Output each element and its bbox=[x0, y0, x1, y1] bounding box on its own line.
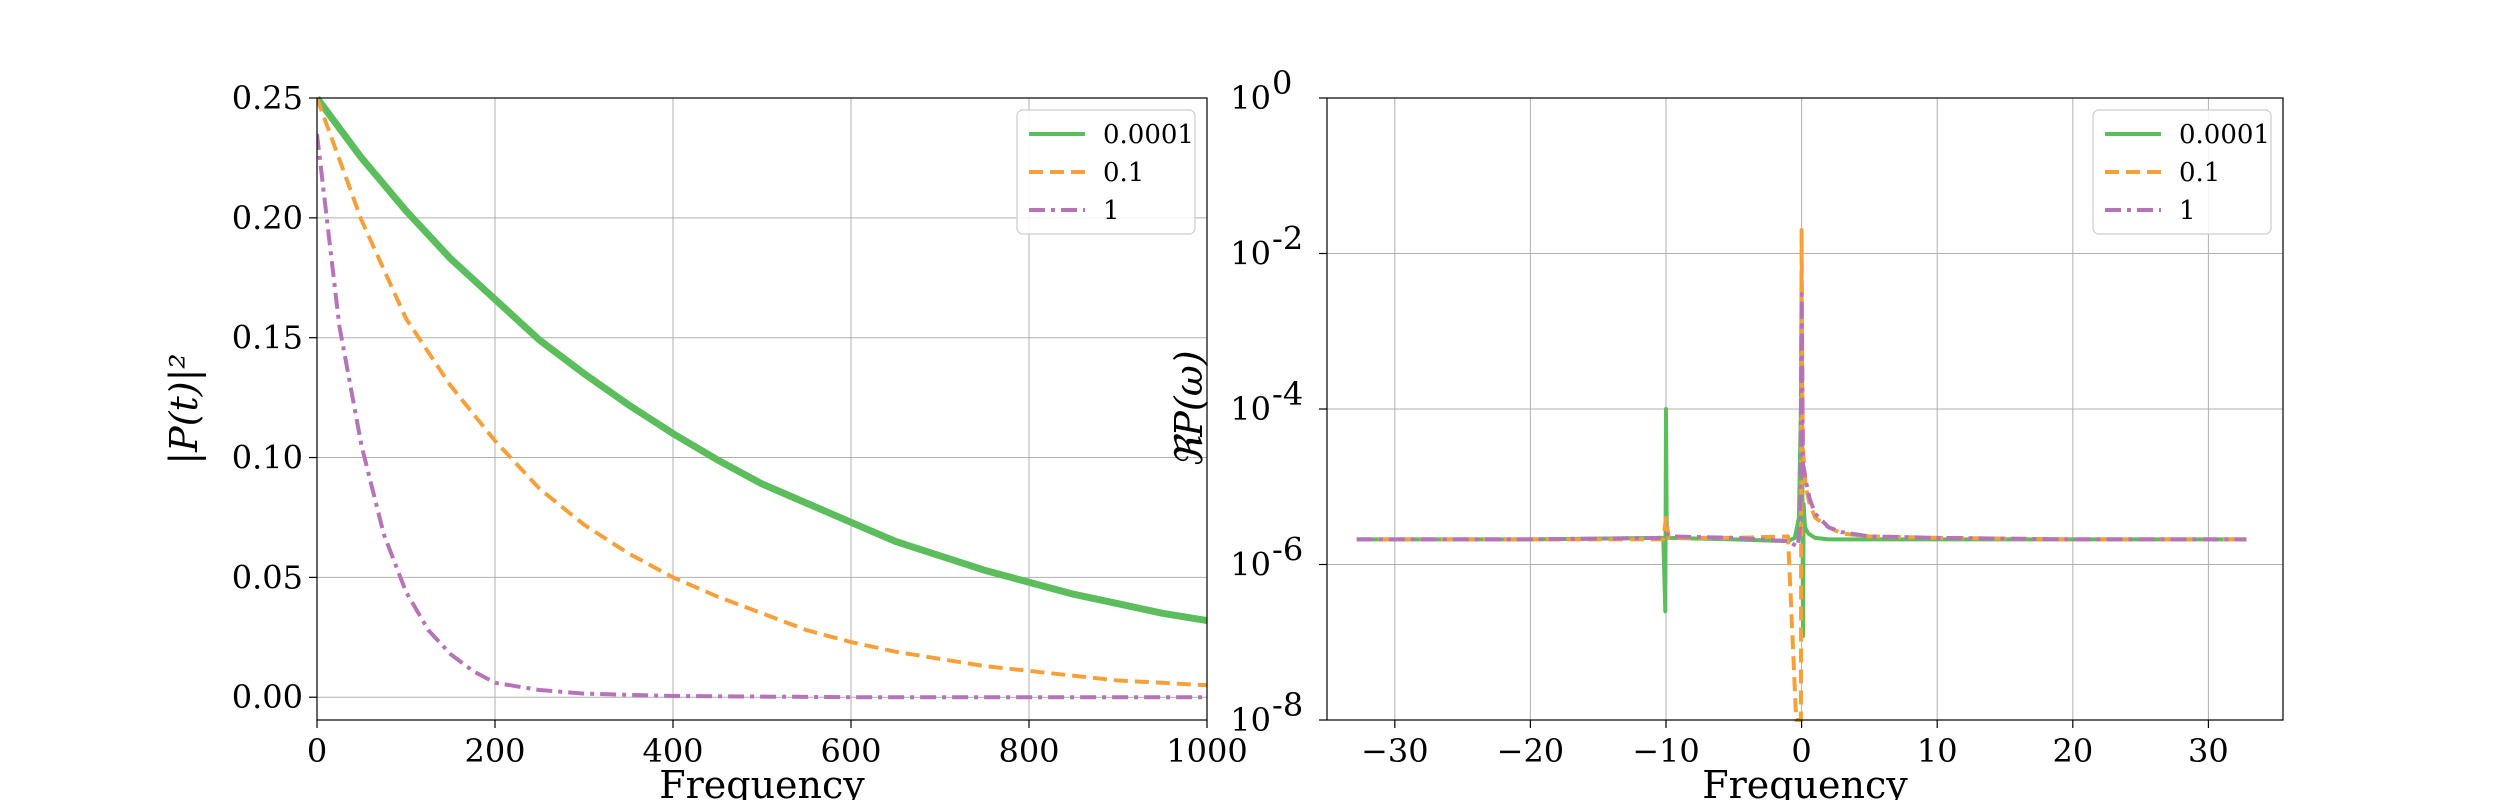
x-tick-label: 0 bbox=[1791, 732, 1811, 770]
y-tick-exponent: -2 bbox=[1272, 220, 1303, 258]
x-tick-label: −10 bbox=[1632, 732, 1700, 770]
legend-label: 0.1 bbox=[2179, 158, 2220, 188]
y-tick-label: 10 bbox=[1230, 701, 1271, 739]
legend-box bbox=[2092, 109, 2272, 235]
y-tick-exponent: -4 bbox=[1272, 375, 1303, 413]
legend: 0.0001 0.1 1 bbox=[2092, 109, 2272, 235]
x-tick-label: 1000 bbox=[1166, 732, 1247, 770]
x-tick-label: −20 bbox=[1497, 732, 1565, 770]
legend-label: 0.1 bbox=[1103, 158, 1144, 188]
series-group bbox=[1356, 228, 2247, 722]
x-tick-label: 20 bbox=[2052, 732, 2093, 770]
x-axis-label: Frequency bbox=[1702, 763, 1908, 800]
y-tick-label: 10 bbox=[1230, 546, 1271, 584]
x-tick-label: 600 bbox=[820, 732, 881, 770]
legend-label: 0.0001 bbox=[1103, 120, 1194, 150]
left-chart: 0 200 400 600 800 1000 0.00 0.05 0.10 0.15 0.20 0.2… bbox=[162, 79, 1248, 800]
y-tick-exponent: 0 bbox=[1272, 64, 1292, 102]
series-line-1 bbox=[1356, 292, 2247, 549]
legend: 0.0001 0.1 1 bbox=[1016, 109, 1196, 235]
y-tick-label: 0.05 bbox=[232, 558, 303, 596]
y-tick-label: 0.15 bbox=[232, 319, 303, 357]
x-tick-label: 10 bbox=[1917, 732, 1958, 770]
x-tick-label: 0 bbox=[307, 732, 327, 770]
series-group bbox=[317, 96, 1207, 700]
y-tick-label: 10 bbox=[1230, 235, 1271, 273]
legend-label: 1 bbox=[2179, 196, 2196, 226]
y-tick-label: 0.10 bbox=[232, 439, 303, 477]
x-tick-label: 800 bbox=[998, 732, 1059, 770]
y-tick-label: 0.00 bbox=[232, 678, 303, 716]
x-tick-label: 30 bbox=[2188, 732, 2229, 770]
series-line-1 bbox=[317, 133, 1207, 700]
series-line-0.0001 bbox=[317, 96, 1207, 624]
y-tick-label: 0.20 bbox=[232, 199, 303, 237]
legend-label: 1 bbox=[1103, 196, 1120, 226]
x-tick-label: 200 bbox=[464, 732, 525, 770]
y-axis-label: |P(t)|² bbox=[162, 353, 206, 464]
y-axis-label: ℜP(ω) bbox=[1167, 350, 1211, 467]
y-tick-exponent: -8 bbox=[1272, 686, 1303, 724]
x-tick-label: −30 bbox=[1361, 732, 1429, 770]
x-tick-label: 400 bbox=[642, 732, 703, 770]
y-tick-label: 10 bbox=[1230, 79, 1271, 117]
y-tick-label: 0.25 bbox=[232, 79, 303, 117]
y-tick-label: 10 bbox=[1230, 390, 1271, 428]
legend-label: 0.0001 bbox=[2179, 120, 2270, 150]
plot-frame bbox=[316, 97, 1208, 721]
y-tick-exponent: -6 bbox=[1272, 531, 1303, 569]
x-axis-label: Frequency bbox=[659, 763, 865, 800]
series-line-0.1 bbox=[317, 97, 1207, 688]
legend-box bbox=[1016, 109, 1196, 235]
